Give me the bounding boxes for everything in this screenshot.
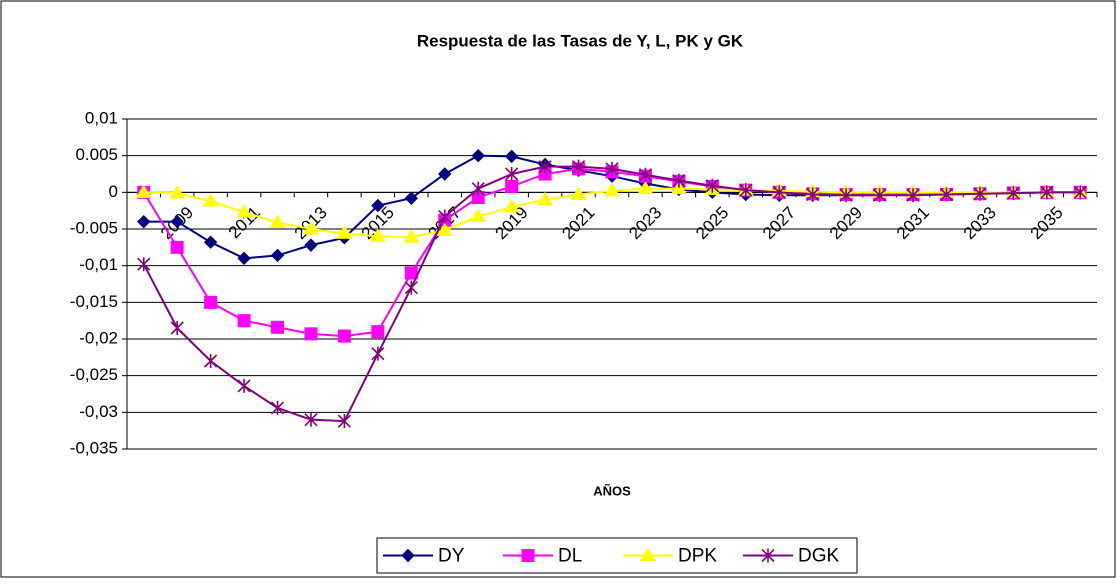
marker (505, 179, 519, 193)
marker (640, 547, 656, 561)
marker (403, 229, 420, 243)
marker (236, 204, 252, 218)
y-tick-label: -0,03 (79, 402, 118, 421)
marker (304, 238, 318, 252)
marker (204, 295, 218, 309)
marker (471, 181, 485, 196)
marker (638, 167, 653, 182)
marker (170, 321, 184, 335)
marker (705, 178, 719, 193)
legend-label: DL (558, 546, 582, 567)
marker (839, 188, 853, 203)
y-tick-label: -0,015 (70, 292, 118, 311)
marker (504, 149, 519, 164)
marker (438, 167, 452, 181)
marker (470, 208, 487, 223)
marker (505, 167, 519, 181)
marker (269, 214, 286, 228)
marker (671, 180, 687, 195)
y-tick-label: -0,01 (79, 255, 118, 274)
marker (169, 185, 186, 199)
marker (170, 240, 184, 254)
marker (672, 173, 686, 188)
y-tick-label: 0.005 (75, 145, 118, 164)
y-tick-label: -0.005 (70, 218, 118, 237)
legend-label: DGK (798, 546, 840, 567)
marker (537, 191, 553, 206)
marker (202, 193, 219, 207)
marker (939, 187, 954, 202)
marker (371, 198, 385, 213)
marker (438, 209, 452, 224)
marker (503, 199, 520, 213)
marker (739, 183, 753, 198)
chart-title: Respuesta de las Tasas de Y, L, PK y GK (417, 31, 744, 50)
marker (404, 191, 419, 205)
marker (761, 548, 775, 563)
legend-label: DPK (678, 546, 717, 567)
marker (401, 548, 415, 563)
marker (170, 214, 184, 229)
marker (1006, 186, 1020, 201)
marker (304, 327, 318, 341)
marker (337, 414, 351, 429)
y-tick-label: -0,035 (70, 438, 118, 457)
marker (1073, 185, 1087, 200)
marker (304, 412, 318, 427)
marker (270, 248, 285, 263)
marker (605, 161, 619, 176)
marker (436, 222, 453, 236)
marker (237, 314, 251, 328)
marker (570, 186, 587, 201)
marker (271, 320, 285, 334)
y-tick-label: -0,02 (79, 328, 118, 347)
marker (873, 188, 887, 203)
y-tick-label: 0,01 (85, 108, 118, 127)
marker (137, 257, 151, 272)
marker (336, 225, 353, 239)
marker (404, 280, 418, 295)
marker (1040, 185, 1054, 200)
legend-label: DY (438, 546, 465, 567)
legend: DY DL DPK DGK (376, 537, 858, 574)
marker (806, 187, 820, 202)
marker (237, 378, 251, 393)
marker (337, 329, 351, 343)
marker (371, 325, 385, 339)
marker (203, 235, 218, 249)
marker (571, 159, 586, 174)
marker (237, 251, 251, 266)
marker (137, 214, 151, 229)
marker (270, 400, 285, 415)
marker (471, 148, 485, 163)
marker (538, 159, 552, 174)
marker (204, 354, 218, 368)
y-tick-label: -0,025 (70, 365, 118, 384)
marker (521, 549, 535, 562)
marker (604, 182, 620, 197)
marker (973, 186, 987, 201)
marker (371, 346, 385, 361)
marker (303, 221, 319, 235)
marker (772, 185, 786, 200)
marker (369, 228, 386, 242)
y-tick-label: 0 (109, 182, 118, 201)
marker (906, 188, 920, 203)
marker (135, 184, 152, 198)
marker (637, 180, 654, 195)
x-axis-label: AÑOS (593, 483, 631, 498)
